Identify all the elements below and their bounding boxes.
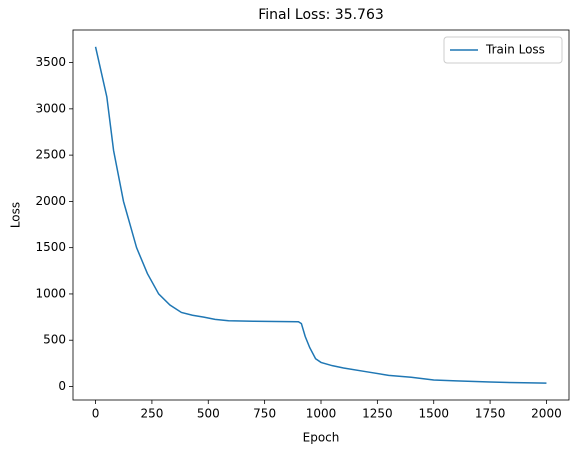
y-tick-label: 500 (43, 333, 66, 347)
legend-box (443, 36, 563, 64)
y-axis-label: Loss (9, 202, 23, 228)
y-tick-label: 2000 (35, 194, 66, 208)
y-tick-label: 1000 (35, 286, 66, 300)
plot-frame (72, 29, 570, 401)
x-tick-label: 750 (253, 407, 276, 421)
chart-title: Final Loss: 35.763 (258, 7, 384, 23)
x-axis-label: Epoch (303, 431, 340, 445)
x-tick-label: 2000 (531, 407, 562, 421)
line (94, 46, 547, 384)
x-tick-label: 500 (197, 407, 220, 421)
x-tick-label: 1000 (306, 407, 337, 421)
legend-label: Train Loss (485, 43, 545, 57)
x-tick-label: 1250 (362, 407, 393, 421)
y-tick-label: 0 (58, 379, 66, 393)
x-tick-label: 0 (92, 407, 100, 421)
legend: Train Loss (443, 36, 563, 64)
y-tick-label: 3000 (35, 101, 66, 115)
x-tick-label: 1500 (418, 407, 449, 421)
x-tick-label: 250 (140, 407, 163, 421)
y-tick-label: 3500 (35, 55, 66, 69)
y-tick-label: 1500 (35, 240, 66, 254)
x-tick-label: 1750 (475, 407, 506, 421)
y-tick-label: 2500 (35, 148, 66, 162)
